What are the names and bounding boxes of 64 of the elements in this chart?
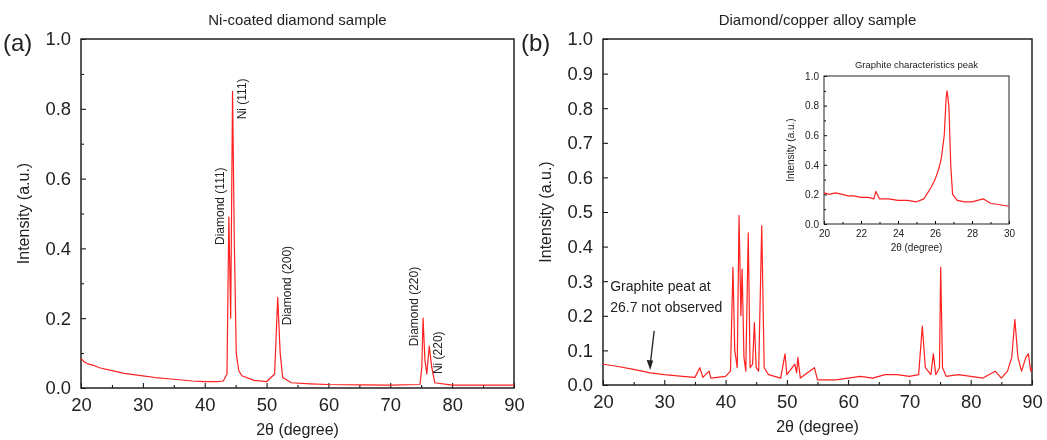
x-tick-label: 60 <box>318 394 340 416</box>
y-axis-title: Intensity (a.u.) <box>785 118 796 182</box>
annotation: Ni (111) <box>234 78 249 120</box>
y-tick-label: 0.7 <box>567 132 593 154</box>
y-tick-label: 0.6 <box>45 167 71 189</box>
x-tick-label: 80 <box>960 391 982 413</box>
x-tick-label: 30 <box>1003 228 1016 240</box>
x-tick-label: 50 <box>777 391 798 413</box>
y-tick-label: 0.4 <box>45 237 71 259</box>
x-tick-label: 70 <box>380 394 402 416</box>
x-axis-title: 2θ (degree) <box>890 242 943 253</box>
y-tick-label: 0.8 <box>45 98 71 120</box>
annotation: Diamond (200) <box>279 245 294 326</box>
annotation: Diamond (111) <box>212 167 227 245</box>
x-axis-title: 2θ (degree) <box>256 421 339 438</box>
chart-title: Ni-coated diamond sample <box>208 11 387 28</box>
y-tick-label: 0.1 <box>567 339 593 361</box>
y-tick-label: 0.0 <box>45 377 71 399</box>
y-tick-label: 0.2 <box>567 305 593 327</box>
y-tick-label: 0.6 <box>567 166 593 188</box>
y-tick-label: 0.3 <box>567 270 593 292</box>
x-tick-label: 90 <box>1022 391 1043 413</box>
y-tick-label: 1.0 <box>805 70 820 82</box>
x-tick-label: 60 <box>838 391 859 413</box>
y-tick-label: 0.8 <box>805 100 820 112</box>
x-tick-label: 50 <box>256 394 278 416</box>
x-tick-label: 20 <box>593 391 614 413</box>
x-tick-label: 28 <box>966 228 979 240</box>
y-tick-label: 0.9 <box>567 62 593 84</box>
line-series <box>602 214 1033 381</box>
x-tick-label: 26 <box>929 228 942 240</box>
chart-title: Graphite characteristics peak <box>854 59 979 70</box>
y-tick-label: 0.4 <box>805 159 820 171</box>
x-tick-label: 20 <box>71 394 92 416</box>
x-axis-title: 2θ (degree) <box>776 418 859 435</box>
y-tick-label: 0.6 <box>805 129 820 141</box>
y-tick-label: 0.0 <box>805 218 820 230</box>
x-tick-label: 90 <box>504 394 525 416</box>
y-tick-label: 0.5 <box>567 201 593 223</box>
text: (a) <box>3 29 33 56</box>
y-tick-label: 1.0 <box>567 28 593 50</box>
annotation: Diamond (220) <box>407 266 422 347</box>
x-tick-label: 22 <box>855 228 868 240</box>
x-tick-label: 80 <box>442 394 463 416</box>
y-tick-label: 0.8 <box>567 97 593 119</box>
chart-title: Diamond/copper alloy sample <box>718 11 917 28</box>
y-tick-label: 0.2 <box>45 307 71 329</box>
text: (b) <box>521 29 551 56</box>
line-series <box>823 90 1010 207</box>
y-tick-label: 1.0 <box>45 28 71 50</box>
x-tick-label: 30 <box>133 394 154 416</box>
x-tick-label: 70 <box>899 391 921 413</box>
x-tick-label: 24 <box>892 228 905 240</box>
annotation: Ni (220) <box>431 331 446 375</box>
x-tick-label: 30 <box>654 391 676 413</box>
x-tick-label: 20 <box>818 228 831 240</box>
y-axis-title: Intensity (a.u.) <box>15 162 32 265</box>
y-tick-label: 0.0 <box>567 374 593 396</box>
annotation: Graphite peat at 26.7 not observed <box>610 277 723 315</box>
y-axis-title: Intensity (a.u.) <box>537 161 554 263</box>
y-tick-label: 0.2 <box>805 189 820 201</box>
y-tick-label: 0.4 <box>567 235 593 257</box>
x-tick-label: 40 <box>715 391 737 413</box>
x-tick-label: 40 <box>194 394 216 416</box>
